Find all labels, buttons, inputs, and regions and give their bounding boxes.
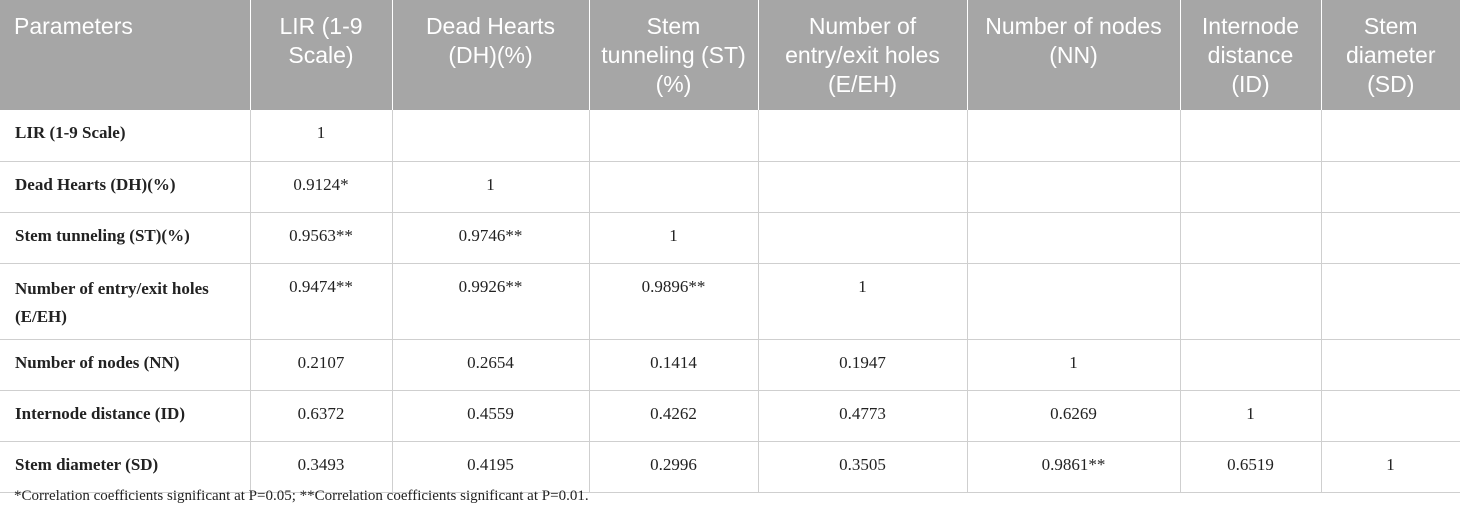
table-cell bbox=[1320, 161, 1460, 213]
table-cell bbox=[1320, 263, 1460, 340]
table-cell: 0.9746** bbox=[391, 212, 589, 264]
table-cell: 1 bbox=[588, 212, 758, 264]
table-cell bbox=[1320, 339, 1460, 391]
table-row: Dead Hearts (DH)(%) 0.9124* 1 bbox=[0, 161, 1460, 213]
table-cell: 1 bbox=[249, 110, 392, 162]
header-lir: LIR (1-9 Scale) bbox=[249, 0, 392, 110]
table-row: Number of nodes (NN) 0.2107 0.2654 0.141… bbox=[0, 339, 1460, 391]
table-cell: 0.4195 bbox=[391, 441, 589, 493]
header-internode-distance: Internode distance (ID) bbox=[1179, 0, 1321, 110]
table-cell: 0.4262 bbox=[588, 390, 758, 442]
table-row: LIR (1-9 Scale) 1 bbox=[0, 110, 1460, 162]
table-row: Number of entry/exit holes (E/EH) 0.9474… bbox=[0, 263, 1460, 340]
row-label: Stem diameter (SD) bbox=[0, 441, 250, 493]
table-cell bbox=[1179, 110, 1321, 162]
table-cell bbox=[966, 161, 1180, 213]
table-cell: 0.3493 bbox=[249, 441, 392, 493]
table-body: LIR (1-9 Scale) 1 Dead Hearts (DH)(%) 0.… bbox=[0, 110, 1460, 493]
table-cell bbox=[966, 110, 1180, 162]
header-parameters: Parameters bbox=[14, 13, 133, 39]
table-cell: 0.1414 bbox=[588, 339, 758, 391]
correlation-table: Parameters LIR (1-9 Scale) Dead Hearts (… bbox=[0, 0, 1460, 493]
header-stem-diameter: Stem diameter (SD) bbox=[1320, 0, 1460, 110]
table-cell bbox=[1320, 212, 1460, 264]
table-cell: 1 bbox=[1320, 441, 1460, 493]
header-number-of-nodes: Number of nodes (NN) bbox=[966, 0, 1180, 110]
row-label: LIR (1-9 Scale) bbox=[0, 110, 250, 162]
table-cell: 0.9926** bbox=[391, 263, 589, 340]
row-label: Dead Hearts (DH)(%) bbox=[0, 161, 250, 213]
table-cell: 0.6269 bbox=[966, 390, 1180, 442]
table-cell bbox=[588, 161, 758, 213]
table-cell bbox=[391, 110, 589, 162]
table-cell bbox=[1179, 263, 1321, 340]
table-cell: 0.1947 bbox=[757, 339, 967, 391]
table-cell: 0.4773 bbox=[757, 390, 967, 442]
table-cell: 0.2654 bbox=[391, 339, 589, 391]
row-label: Number of entry/exit holes (E/EH) bbox=[0, 263, 250, 340]
table-cell: 0.9896** bbox=[588, 263, 758, 340]
table-cell: 1 bbox=[1179, 390, 1321, 442]
table-cell bbox=[1320, 390, 1460, 442]
table-cell bbox=[1179, 161, 1321, 213]
header-row: Parameters LIR (1-9 Scale) Dead Hearts (… bbox=[0, 0, 1460, 110]
table-cell: 0.4559 bbox=[391, 390, 589, 442]
header-stem-tunneling: Stem tunneling (ST)(%) bbox=[588, 0, 758, 110]
table-cell bbox=[757, 161, 967, 213]
table-cell: 1 bbox=[966, 339, 1180, 391]
table-cell: 0.6372 bbox=[249, 390, 392, 442]
table-row: Stem diameter (SD) 0.3493 0.4195 0.2996 … bbox=[0, 441, 1460, 493]
row-label: Stem tunneling (ST)(%) bbox=[0, 212, 250, 264]
table-cell bbox=[1179, 212, 1321, 264]
table-cell: 1 bbox=[391, 161, 589, 213]
row-label: Number of nodes (NN) bbox=[0, 339, 250, 391]
table-cell: 0.9124* bbox=[249, 161, 392, 213]
table-cell: 0.9563** bbox=[249, 212, 392, 264]
table-cell: 0.9861** bbox=[966, 441, 1180, 493]
table-cell: 1 bbox=[757, 263, 967, 340]
header-entry-exit-holes: Number of entry/exit holes (E/EH) bbox=[757, 0, 967, 110]
table-cell bbox=[1179, 339, 1321, 391]
table-cell bbox=[966, 263, 1180, 340]
row-label: Internode distance (ID) bbox=[0, 390, 250, 442]
table-cell: 0.9474** bbox=[249, 263, 392, 340]
table-cell: 0.2996 bbox=[588, 441, 758, 493]
table-cell: 0.3505 bbox=[757, 441, 967, 493]
table-cell bbox=[757, 212, 967, 264]
table-row: Stem tunneling (ST)(%) 0.9563** 0.9746**… bbox=[0, 212, 1460, 264]
table-cell bbox=[588, 110, 758, 162]
table-cell bbox=[966, 212, 1180, 264]
table-cell bbox=[1320, 110, 1460, 162]
table-cell bbox=[757, 110, 967, 162]
header-dead-hearts: Dead Hearts (DH)(%) bbox=[391, 0, 589, 110]
table-footnote: *Correlation coefficients significant at… bbox=[14, 488, 589, 504]
table-row: Internode distance (ID) 0.6372 0.4559 0.… bbox=[0, 390, 1460, 442]
table-cell: 0.2107 bbox=[249, 339, 392, 391]
table-cell: 0.6519 bbox=[1179, 441, 1321, 493]
table-header: Parameters LIR (1-9 Scale) Dead Hearts (… bbox=[0, 0, 1460, 110]
